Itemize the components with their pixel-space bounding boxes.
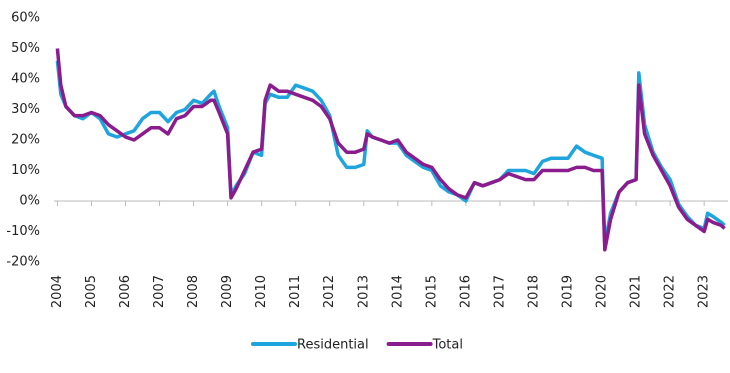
x-tick-label: 2006: [118, 275, 133, 308]
y-tick-label: -20%: [6, 255, 40, 270]
x-tick-label: 2019: [561, 275, 576, 308]
x-tick-label: 2010: [254, 275, 269, 308]
y-tick-label: 0%: [19, 194, 40, 209]
legend-label: Residential: [297, 338, 369, 353]
x-tick-label: 2020: [595, 275, 610, 308]
x-tick-label: 2005: [84, 275, 99, 308]
x-tick-label: 2013: [356, 275, 371, 308]
line-series: [55, 48, 726, 252]
x-tick-label: 2012: [322, 275, 337, 308]
x-tick-label: 2018: [526, 275, 541, 308]
y-tick-label: 60%: [11, 11, 40, 26]
y-tick-label: 50%: [11, 41, 40, 56]
legend-label: Total: [432, 338, 463, 353]
x-tick-label: 2021: [629, 275, 644, 308]
y-tick-label: 30%: [11, 102, 40, 117]
x-tick-label: 2009: [220, 275, 235, 308]
x-tick-label: 2007: [152, 275, 167, 308]
x-tick-label: 2023: [697, 275, 712, 308]
x-tick-label: 2004: [50, 275, 65, 308]
x-tick-label: 2016: [458, 275, 473, 308]
x-tick-label: 2015: [424, 275, 439, 308]
x-tick-label: 2011: [288, 275, 303, 308]
x-tick-label: 2008: [186, 275, 201, 308]
line-series: [55, 60, 726, 246]
y-tick-label: -10%: [6, 224, 40, 239]
x-tick-label: 2017: [492, 275, 507, 308]
x-tick-label: 2022: [663, 275, 678, 308]
x-tick-label: 2014: [390, 275, 405, 308]
y-tick-label: 40%: [11, 72, 40, 87]
y-tick-label: 10%: [11, 163, 40, 178]
y-tick-label: 20%: [11, 133, 40, 148]
